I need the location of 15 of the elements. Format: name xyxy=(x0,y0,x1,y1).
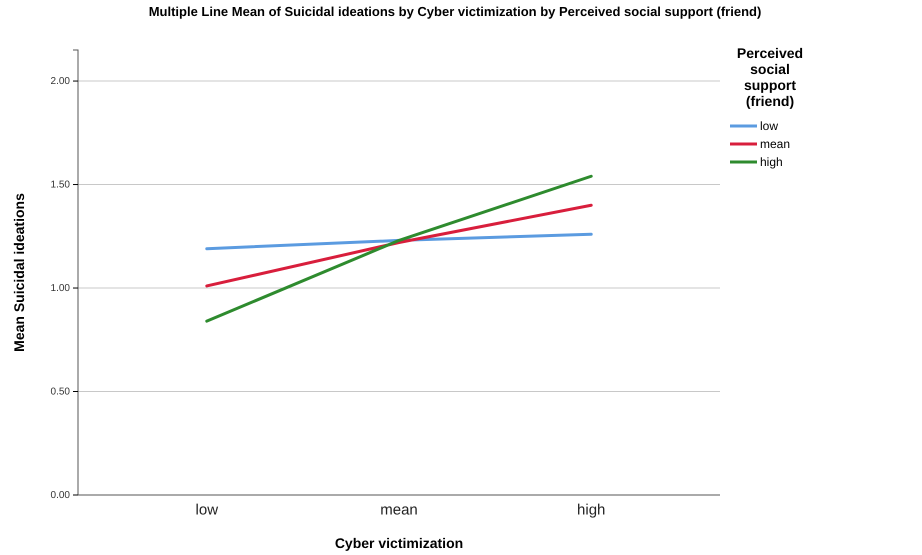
legend-label: mean xyxy=(760,137,790,151)
legend-label: low xyxy=(760,119,778,133)
y-tick-label: 0.50 xyxy=(50,386,70,398)
y-tick-label: 1.00 xyxy=(50,283,70,294)
x-tick-label: low xyxy=(196,502,218,518)
chart-title: Multiple Line Mean of Suicidal ideations by Cyber victimization by Perceived social support (friend) xyxy=(148,4,762,19)
x-tick-label: high xyxy=(577,502,606,518)
x-tick-label: mean xyxy=(380,502,418,518)
legend-title: Perceived social support (friend) xyxy=(736,45,804,109)
legend-label: high xyxy=(760,155,783,169)
x-axis-title: Cyber victimization xyxy=(334,535,464,551)
y-axis-title: Mean Suicidal ideations xyxy=(11,192,27,352)
y-tick-label: 2.00 xyxy=(50,76,70,88)
y-tick-label: 1.50 xyxy=(50,180,70,191)
y-tick-label: 0.00 xyxy=(50,490,70,502)
